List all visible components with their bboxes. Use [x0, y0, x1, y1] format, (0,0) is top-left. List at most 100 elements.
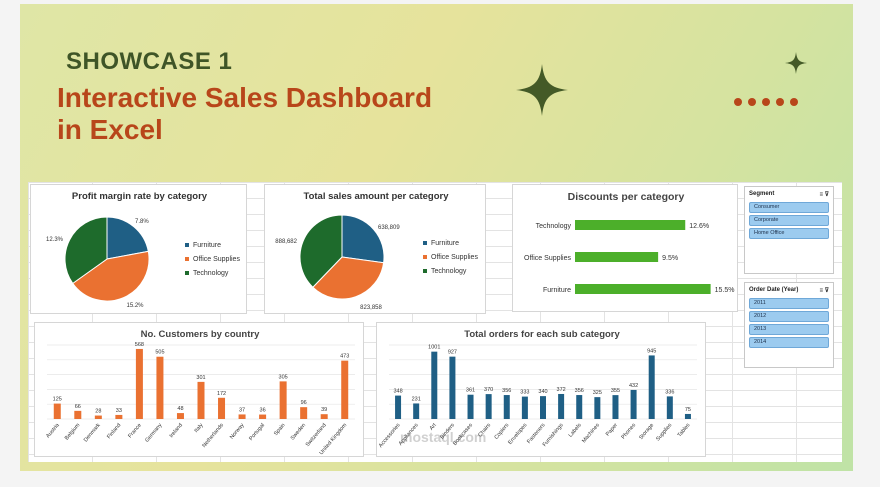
category-label: Furniture — [543, 287, 571, 294]
data-label: 638,809 — [378, 225, 400, 231]
decorative-dots — [734, 98, 798, 106]
discounts-chart[interactable]: Discounts per category Technology 12.6% Off… — [512, 184, 738, 312]
bar — [74, 410, 82, 419]
bar — [300, 407, 308, 419]
data-label: 39 — [321, 407, 327, 413]
bar — [238, 414, 246, 419]
legend-entry: Technology — [431, 268, 467, 275]
slicer-filter-icon[interactable]: ≡ ⊽ — [819, 192, 829, 198]
tick-label: Austria — [45, 422, 61, 440]
data-label: 231 — [412, 396, 421, 402]
bar — [279, 381, 287, 419]
slicer-title: Order Date (Year) — [749, 287, 799, 293]
slicer-item[interactable]: 2014 — [749, 337, 829, 348]
tick-label: Supplies — [655, 422, 673, 442]
sparkle-star-icon — [516, 64, 568, 116]
category-label: Technology — [536, 223, 572, 230]
tick-label: Spain — [273, 422, 287, 437]
data-label: 568 — [135, 342, 144, 348]
tick-label: Denmark — [83, 422, 102, 443]
data-label: 325 — [593, 390, 602, 396]
data-label: 66 — [75, 404, 81, 410]
discount-bar — [575, 252, 659, 262]
tick-label: Machines — [581, 422, 601, 444]
legend-entry: Furniture — [193, 242, 221, 249]
slicer-item[interactable]: Home Office — [749, 228, 829, 239]
bar — [666, 396, 673, 419]
slicer-title: Segment — [749, 191, 775, 197]
bar — [449, 356, 456, 419]
tick-label: Sweden — [290, 422, 307, 441]
tick-label: Art — [429, 422, 438, 432]
bar — [135, 348, 143, 419]
data-label: 333 — [520, 390, 529, 396]
data-label: 356 — [575, 388, 584, 394]
bar — [413, 403, 420, 419]
tick-label: Copiers — [494, 422, 511, 441]
bar — [540, 396, 546, 419]
data-label: 945 — [647, 348, 656, 354]
tick-label: Ireland — [169, 422, 184, 439]
legend-swatch — [423, 269, 427, 273]
bar — [467, 394, 474, 419]
slicer-item[interactable]: 2012 — [749, 311, 829, 322]
bar — [176, 413, 184, 419]
slicer-item[interactable]: Corporate — [749, 215, 829, 226]
data-label: 888,682 — [275, 239, 297, 245]
tick-label: Norway — [229, 422, 246, 440]
legend-entry: Office Supplies — [431, 254, 478, 261]
segment-slicer[interactable]: Segment ≡ ⊽ Consumer Corporate Home Office — [744, 186, 834, 274]
data-label: 9.5% — [662, 255, 678, 262]
slicer-item[interactable]: 2013 — [749, 324, 829, 335]
data-label: 370 — [484, 387, 493, 393]
legend-swatch — [185, 271, 189, 275]
bar — [485, 394, 492, 419]
profit-margin-chart[interactable]: Profit margin rate by category 7.8% 15.2% 1… — [30, 184, 247, 314]
slicer-item[interactable]: Consumer — [749, 202, 829, 213]
data-label: 340 — [538, 389, 547, 395]
data-label: 473 — [340, 354, 349, 360]
data-label: 348 — [393, 389, 402, 395]
slicer-item[interactable]: 2011 — [749, 298, 829, 309]
data-label: 125 — [53, 397, 62, 403]
tick-label: Finland — [106, 422, 122, 440]
orders-by-subcategory-chart[interactable]: Total orders for each sub category 348 Acc… — [376, 322, 706, 457]
legend-swatch — [423, 241, 427, 245]
tick-label: Germany — [144, 422, 163, 443]
pie-slice-office-supplies — [312, 256, 385, 300]
order-year-slicer[interactable]: Order Date (Year) ≡ ⊽ 2011 2012 2013 2014 — [744, 282, 834, 368]
bar — [259, 414, 267, 419]
data-label: 356 — [502, 388, 511, 394]
chart-title: Total sales amount per category — [303, 191, 449, 202]
tick-label: Netherlands — [201, 422, 225, 449]
bar — [503, 395, 510, 419]
bar — [156, 356, 164, 419]
legend-entry: Office Supplies — [193, 256, 240, 263]
slicer-filter-icon[interactable]: ≡ ⊽ — [819, 288, 829, 294]
tick-label: Envelopes — [507, 422, 528, 446]
legend-entry: Furniture — [431, 240, 459, 247]
title-line-1: Interactive Sales Dashboard — [57, 82, 433, 113]
bar — [576, 395, 583, 419]
bar — [395, 395, 402, 419]
data-label: 505 — [155, 350, 164, 356]
total-sales-chart[interactable]: Total sales amount per category 638,809 82… — [264, 184, 486, 314]
chart-title: No. Customers by country — [141, 329, 260, 340]
data-label: 12.3% — [46, 237, 64, 243]
data-label: 361 — [466, 388, 475, 394]
data-label: 172 — [217, 391, 226, 397]
tick-label: Labels — [568, 422, 583, 438]
title-line-2: in Excel — [57, 114, 163, 145]
bar — [521, 396, 528, 419]
tick-label: Portugal — [248, 422, 266, 442]
customers-by-country-chart[interactable]: No. Customers by country 125 Austria 66 Belg… — [34, 322, 364, 457]
tick-label: Italy — [193, 422, 204, 434]
chart-title: Total orders for each sub category — [464, 329, 620, 340]
tick-label: Tables — [677, 422, 692, 438]
pie-slice-furniture — [341, 214, 385, 264]
bar — [197, 381, 205, 419]
data-label: 301 — [196, 375, 205, 381]
tick-label: Storage — [638, 422, 655, 441]
data-label: 336 — [665, 389, 674, 395]
data-label: 28 — [95, 409, 101, 415]
